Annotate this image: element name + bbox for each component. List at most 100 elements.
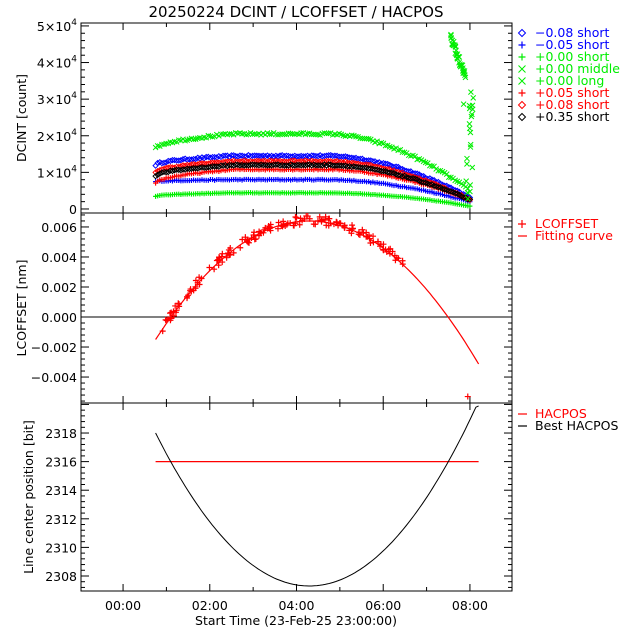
data-point <box>333 219 340 226</box>
data-point <box>350 159 358 167</box>
data-point <box>196 274 203 281</box>
data-point <box>374 238 381 245</box>
data-point <box>194 135 201 142</box>
data-point <box>265 223 272 230</box>
y-tick-mantissa: 5×10 <box>37 19 71 34</box>
data-point <box>167 310 174 317</box>
y-tick-label: 3×104 <box>37 91 77 107</box>
data-point <box>215 256 222 263</box>
data-point <box>201 134 207 141</box>
data-point <box>239 236 246 243</box>
data-point <box>312 162 320 169</box>
data-point <box>517 28 527 38</box>
data-point <box>463 178 470 184</box>
data-point <box>367 239 374 246</box>
x-tick-label: 08:00 <box>452 598 488 613</box>
data-point <box>371 166 379 173</box>
data-point <box>329 162 337 169</box>
data-point <box>420 179 427 186</box>
data-point <box>253 157 261 165</box>
data-point <box>293 214 300 221</box>
data-point <box>353 133 359 140</box>
data-point <box>274 225 281 232</box>
data-point <box>348 163 355 171</box>
data-point <box>303 212 310 219</box>
data-point <box>316 213 323 220</box>
data-point <box>315 131 321 138</box>
y-tick-label: −0.002 <box>31 340 77 355</box>
legend-label: +0.00 middle <box>535 61 620 76</box>
x-axis-label: Start Time (23-Feb-25 23:00:00) <box>195 613 397 628</box>
data-point <box>301 216 308 223</box>
legend-label: +0.05 short <box>535 85 610 100</box>
data-point <box>466 125 473 132</box>
data-point <box>281 131 288 138</box>
data-point <box>293 161 301 169</box>
data-point <box>244 239 251 246</box>
y-tick-mantissa: 2×10 <box>37 129 71 144</box>
data-point <box>518 41 526 49</box>
data-point <box>325 130 332 137</box>
data-point <box>192 283 199 290</box>
y-tick-label: 2308 <box>45 569 77 584</box>
data-point <box>445 174 452 181</box>
data-point <box>177 157 185 164</box>
data-point <box>304 161 311 168</box>
best-hacpos-curve <box>155 405 479 587</box>
data-point <box>238 158 246 165</box>
legend-label: −0.08 short <box>535 25 610 40</box>
data-point <box>314 217 321 224</box>
data-point <box>382 142 389 149</box>
x-tick-label: 06:00 <box>365 598 401 613</box>
data-point <box>331 158 339 165</box>
data-point <box>297 162 305 169</box>
data-point <box>200 160 208 167</box>
data-point <box>266 131 273 137</box>
data-point <box>517 100 527 110</box>
data-point <box>326 215 333 222</box>
data-point <box>175 137 182 143</box>
data-point <box>209 134 216 140</box>
data-point <box>259 157 267 165</box>
data-point <box>232 161 239 168</box>
data-point <box>298 130 305 136</box>
data-point <box>389 248 396 255</box>
data-point <box>221 152 229 159</box>
data-point <box>348 132 355 139</box>
data-point <box>256 228 263 235</box>
data-point <box>310 152 318 159</box>
data-point <box>261 226 268 233</box>
data-point <box>331 152 339 159</box>
data-point <box>289 131 296 137</box>
data-point <box>340 162 347 170</box>
data-point <box>344 163 351 170</box>
data-point <box>518 53 526 61</box>
data-point <box>308 162 315 169</box>
data-point <box>464 161 470 167</box>
data-point <box>160 159 168 167</box>
data-point <box>394 172 402 179</box>
data-point <box>418 178 425 186</box>
data-point <box>429 163 435 169</box>
data-point <box>333 162 341 169</box>
y-tick-label: 0.002 <box>41 280 77 295</box>
lcoffset-panel: −0.004 −0.002 0.000 0.002 0.004 0.006 LCOFFSET… <box>14 212 613 404</box>
data-point <box>213 159 220 166</box>
data-point <box>363 233 370 240</box>
legend-label: LCOFFSET <box>535 216 599 231</box>
data-point <box>518 65 526 73</box>
x-tick-label: 00:00 <box>105 598 141 613</box>
data-point <box>230 249 237 256</box>
data-point <box>236 162 244 169</box>
data-point <box>325 161 332 168</box>
data-point <box>262 161 269 169</box>
data-point <box>435 167 442 174</box>
data-point <box>283 152 290 159</box>
data-point <box>266 224 273 231</box>
data-point <box>469 164 476 171</box>
data-point <box>159 328 166 335</box>
data-point <box>456 54 463 60</box>
plot-frame <box>80 212 513 404</box>
y-tick-exponent: 4 <box>71 164 77 174</box>
